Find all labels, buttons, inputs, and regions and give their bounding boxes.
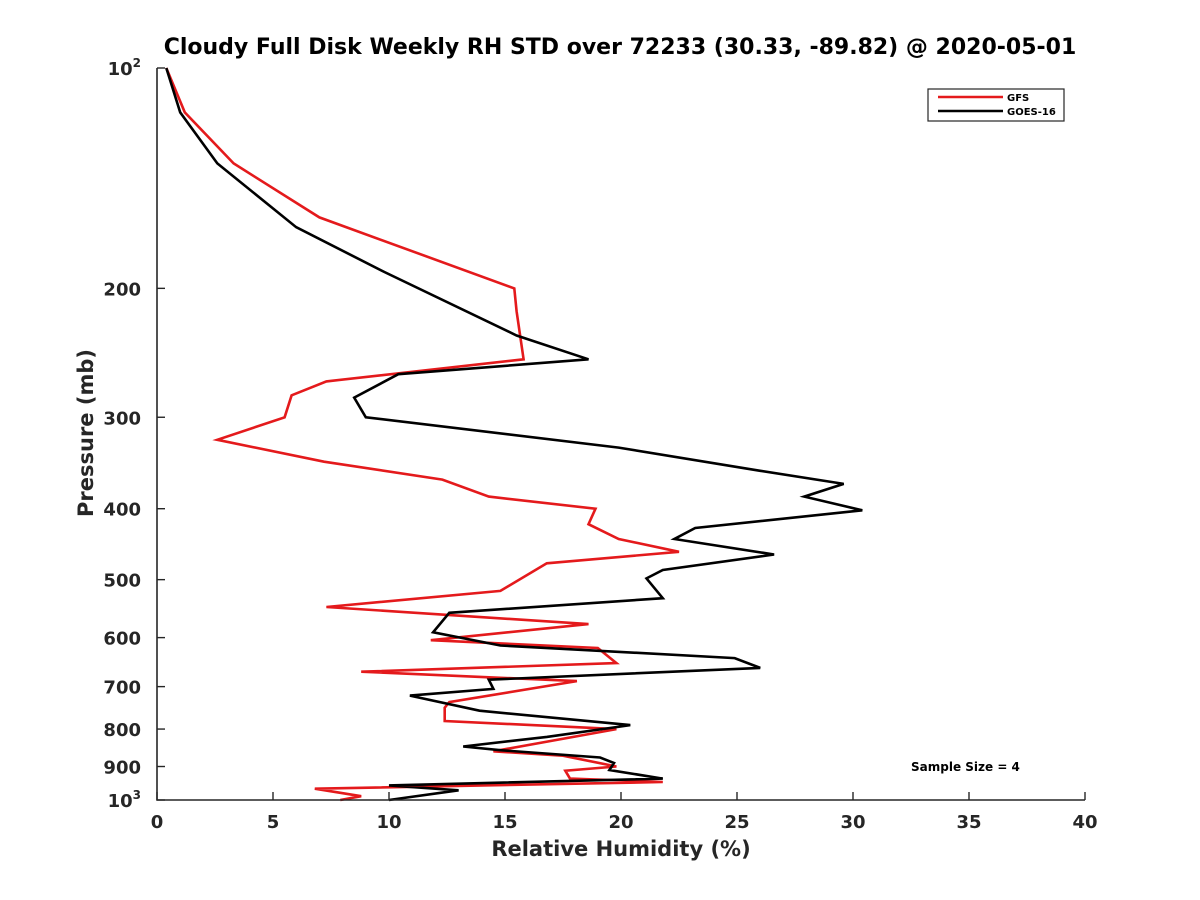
x-tick-label: 35 [956,812,981,833]
y-tick-base: 10 [108,59,133,80]
x-tick-label: 30 [840,812,865,833]
y-tick-label: 600 [103,629,141,650]
legend-box [927,88,1065,122]
y-tick-base: 10 [108,791,133,812]
chart-title: Cloudy Full Disk Weekly RH STD over 7223… [164,35,1077,60]
y-tick-exponent: 3 [133,788,141,802]
y-tick-label: 800 [103,720,141,741]
y-tick-label: 103 [108,788,141,812]
series-line-gfs [165,67,680,802]
x-tick-label: 0 [151,812,164,833]
plot-area [156,67,1085,802]
y-axis-label: Pressure (mb) [74,349,98,517]
axes-frame [156,68,1085,801]
x-axis: 0 5 10 15 20 25 30 35 40 [151,792,1098,833]
y-tick-label: 500 [103,571,141,592]
series-line-goes-16 [165,67,863,802]
y-tick-label: 900 [103,758,141,779]
x-tick-label: 40 [1072,812,1097,833]
x-tick-label: 25 [724,812,749,833]
y-tick-label: 200 [103,279,141,300]
legend: GFS GOES-16 [927,88,1065,122]
y-tick-exponent: 2 [133,56,141,70]
x-tick-label: 10 [376,812,401,833]
sample-size-annotation: Sample Size = 4 [911,760,1020,774]
x-axis-label: Relative Humidity (%) [491,837,750,861]
y-tick-label: 400 [103,500,141,521]
x-tick-label: 20 [608,812,633,833]
y-tick-label: 700 [103,678,141,699]
series-layer [165,67,863,802]
x-tick-label: 5 [267,812,280,833]
x-tick-label: 15 [492,812,517,833]
legend-label-goes-16: GOES-16 [1007,107,1056,118]
legend-label-gfs: GFS [1007,93,1029,104]
y-tick-label: 300 [103,408,141,429]
y-tick-label: 102 [108,56,141,80]
